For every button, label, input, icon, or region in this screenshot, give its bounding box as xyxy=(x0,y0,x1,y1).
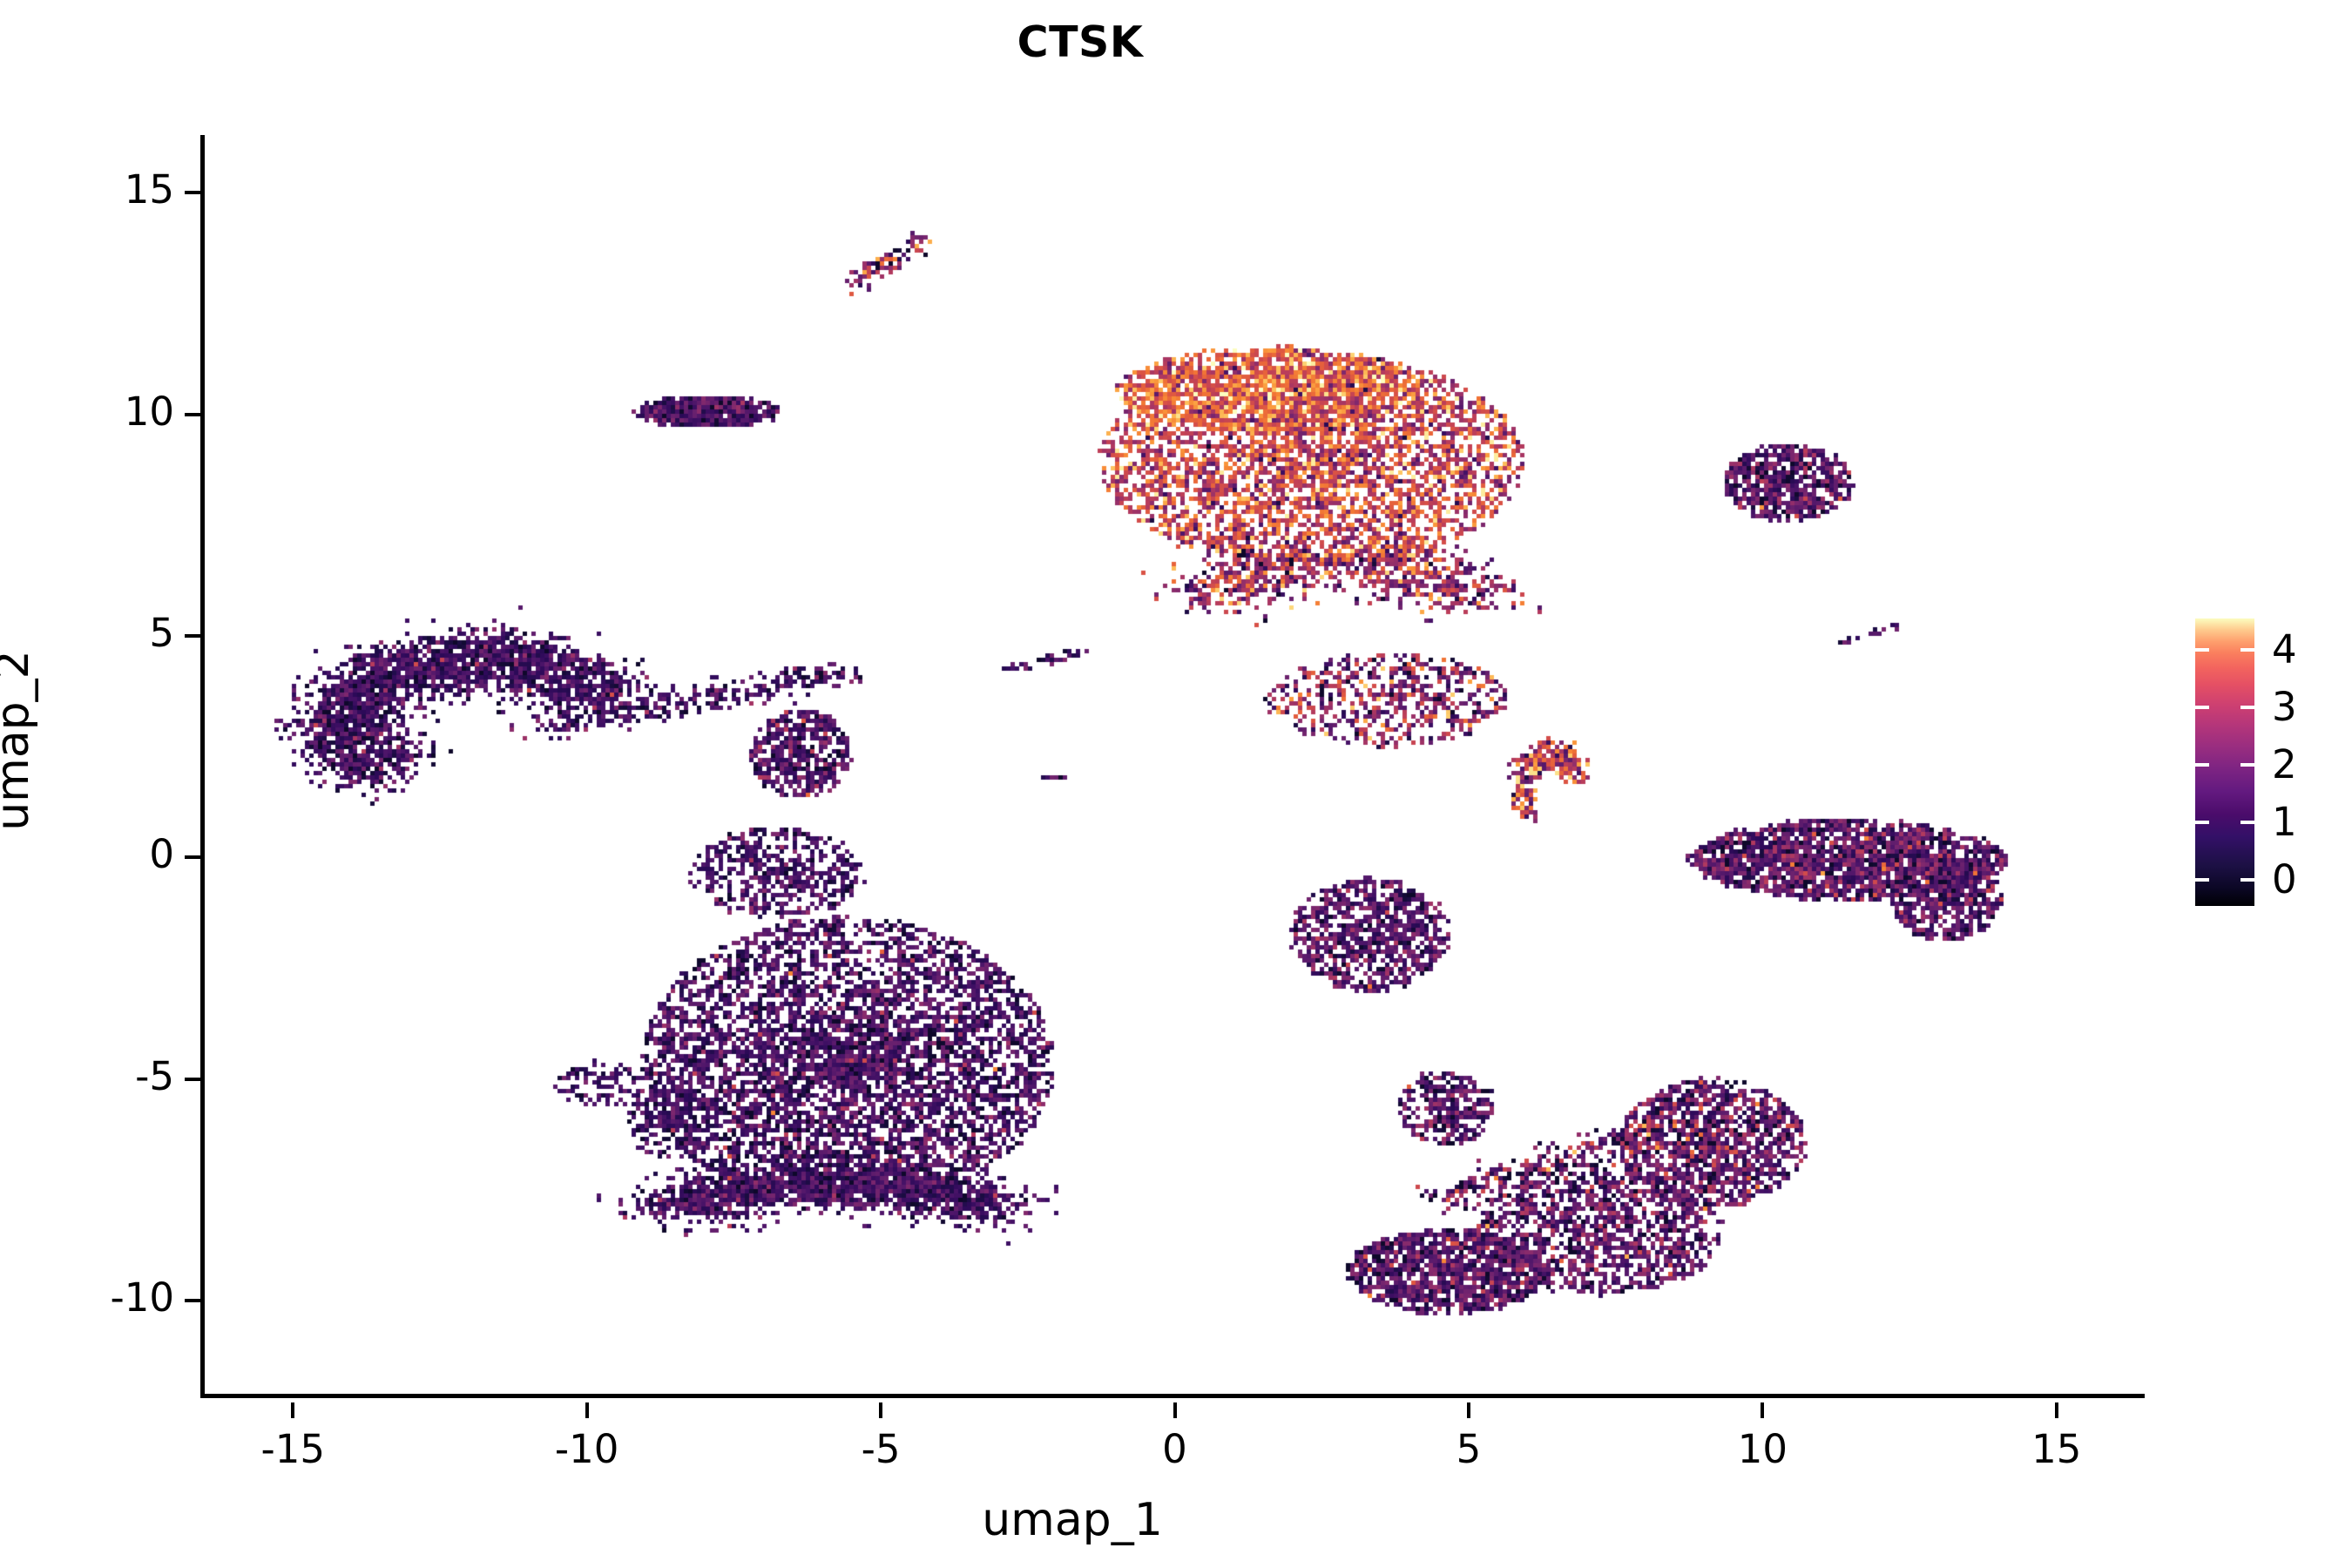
x-tick-mark xyxy=(1466,1402,1470,1418)
colorbar-tick-mark xyxy=(2240,648,2254,652)
x-tick-label: 15 xyxy=(2031,1426,2082,1472)
y-tick-label: 10 xyxy=(124,388,174,435)
y-tick-mark xyxy=(185,412,200,416)
colorbar-tick-label: 2 xyxy=(2272,741,2297,788)
x-tick-mark xyxy=(291,1402,295,1418)
y-axis-spine xyxy=(200,135,205,1398)
colorbar-gradient-bar xyxy=(2195,618,2254,906)
x-axis-label: umap_1 xyxy=(982,1494,1163,1546)
x-tick-label: 10 xyxy=(1737,1426,1788,1472)
x-tick-mark xyxy=(1173,1402,1177,1418)
x-tick-mark xyxy=(1761,1402,1765,1418)
colorbar-tick-label: 1 xyxy=(2272,799,2297,846)
x-tick-mark xyxy=(585,1402,589,1418)
colorbar-tick-label: 0 xyxy=(2272,856,2297,903)
colorbar-tick-mark xyxy=(2195,706,2209,710)
x-tick-mark xyxy=(2054,1402,2058,1418)
colorbar-tick-mark xyxy=(2195,878,2209,882)
colorbar-tick-mark xyxy=(2240,706,2254,710)
colorbar-tick-label: 4 xyxy=(2272,626,2297,673)
x-tick-label: 0 xyxy=(1162,1426,1187,1472)
colorbar-tick-mark xyxy=(2240,763,2254,767)
x-tick-label: -15 xyxy=(260,1426,325,1472)
colorbar-tick-label: 3 xyxy=(2272,684,2297,731)
x-tick-label: -5 xyxy=(861,1426,901,1472)
colorbar-tick-mark xyxy=(2195,821,2209,825)
y-tick-label: -10 xyxy=(110,1274,175,1321)
y-tick-label: 15 xyxy=(124,166,174,213)
y-tick-label: 5 xyxy=(149,609,174,656)
colorbar-legend: 0 1 2 3 4 xyxy=(2195,618,2352,910)
colorbar-tick-mark xyxy=(2240,821,2254,825)
y-tick-mark xyxy=(185,633,200,638)
colorbar-tick-mark xyxy=(2240,878,2254,882)
y-tick-label: 0 xyxy=(149,831,174,878)
y-axis-label: umap_2 xyxy=(0,650,39,831)
x-tick-label: -10 xyxy=(554,1426,619,1472)
y-tick-mark xyxy=(185,855,200,860)
page-title: CTSK xyxy=(1017,17,1144,67)
scatter-points-canvas xyxy=(205,135,2145,1398)
y-tick-mark xyxy=(185,1299,200,1303)
colorbar-tick-mark xyxy=(2195,763,2209,767)
y-tick-mark xyxy=(185,1077,200,1081)
x-tick-label: 5 xyxy=(1456,1426,1482,1472)
colorbar-tick-mark xyxy=(2195,648,2209,652)
y-tick-label: -5 xyxy=(135,1052,174,1099)
x-tick-mark xyxy=(879,1402,883,1418)
y-tick-mark xyxy=(185,191,200,195)
